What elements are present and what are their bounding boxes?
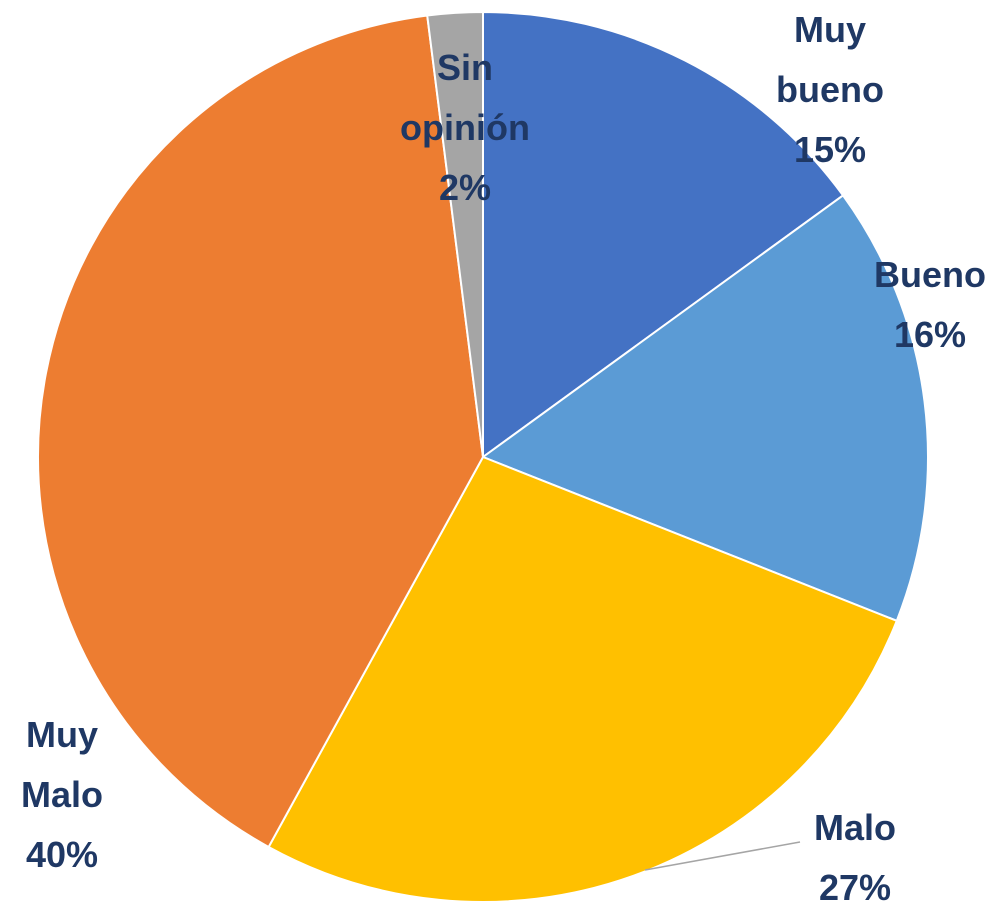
value-label: 2% — [390, 158, 540, 218]
category-label: Muy Malo — [2, 705, 122, 825]
value-label: 15% — [760, 120, 900, 180]
value-label: 16% — [865, 305, 995, 365]
value-label: 27% — [790, 858, 920, 904]
value-label: 40% — [2, 825, 122, 885]
category-label: Malo — [790, 798, 920, 858]
category-label: Sin opinión — [390, 38, 540, 158]
page: {"chart_data": {"type": "pie", "categori… — [0, 0, 1000, 904]
category-label: Muy bueno — [760, 0, 900, 120]
category-label: Bueno — [865, 245, 995, 305]
